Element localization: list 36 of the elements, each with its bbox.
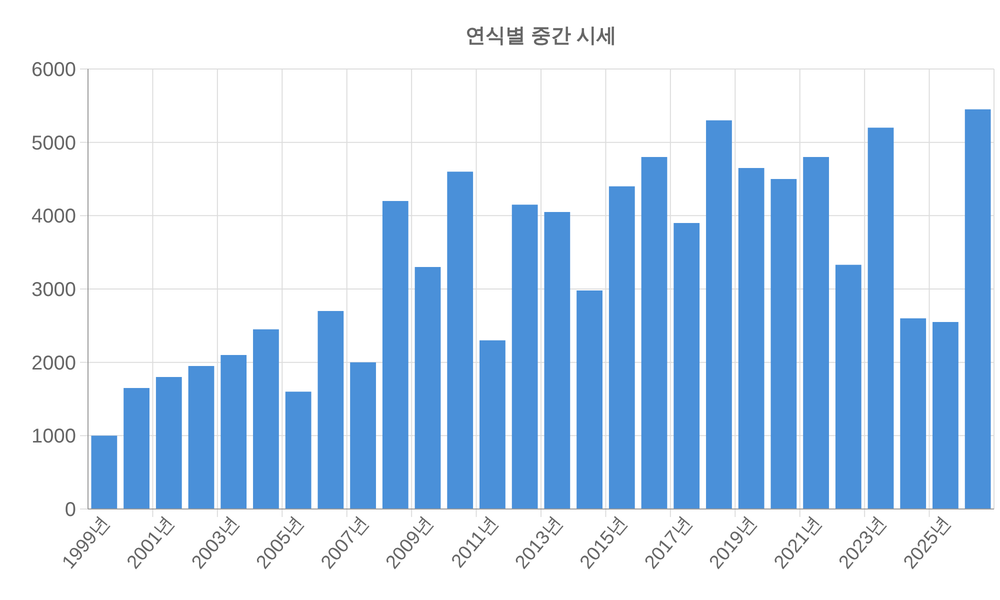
bar <box>124 388 150 509</box>
bar <box>447 172 474 509</box>
y-tick-label: 1000 <box>32 426 76 448</box>
bar <box>900 318 926 509</box>
bar <box>608 186 635 509</box>
chart-title: 연식별 중간 시세 <box>465 25 617 47</box>
bar <box>512 204 538 509</box>
bar <box>835 264 862 509</box>
bar <box>674 223 700 509</box>
y-tick-label: 2000 <box>32 352 76 374</box>
bar <box>480 340 506 509</box>
bar <box>156 377 182 509</box>
bar <box>350 362 376 509</box>
bar <box>641 157 668 509</box>
bar <box>964 109 991 509</box>
bar <box>318 311 344 509</box>
bar <box>770 179 797 509</box>
y-tick-label: 6000 <box>32 59 76 81</box>
bar <box>544 212 570 509</box>
bar <box>188 366 214 509</box>
bar <box>285 392 312 509</box>
bar <box>932 322 958 509</box>
y-tick-label: 4000 <box>32 206 76 228</box>
bar <box>576 290 602 509</box>
bar <box>738 168 764 509</box>
bar <box>868 128 894 509</box>
y-tick-label: 0 <box>64 499 76 521</box>
bar <box>382 201 408 509</box>
bar <box>803 157 829 509</box>
bar <box>91 436 118 509</box>
bar <box>253 329 279 509</box>
bar <box>414 267 441 509</box>
bar <box>706 120 732 509</box>
y-tick-label: 3000 <box>32 279 76 301</box>
bar <box>220 355 247 509</box>
y-tick-label: 5000 <box>32 132 76 154</box>
